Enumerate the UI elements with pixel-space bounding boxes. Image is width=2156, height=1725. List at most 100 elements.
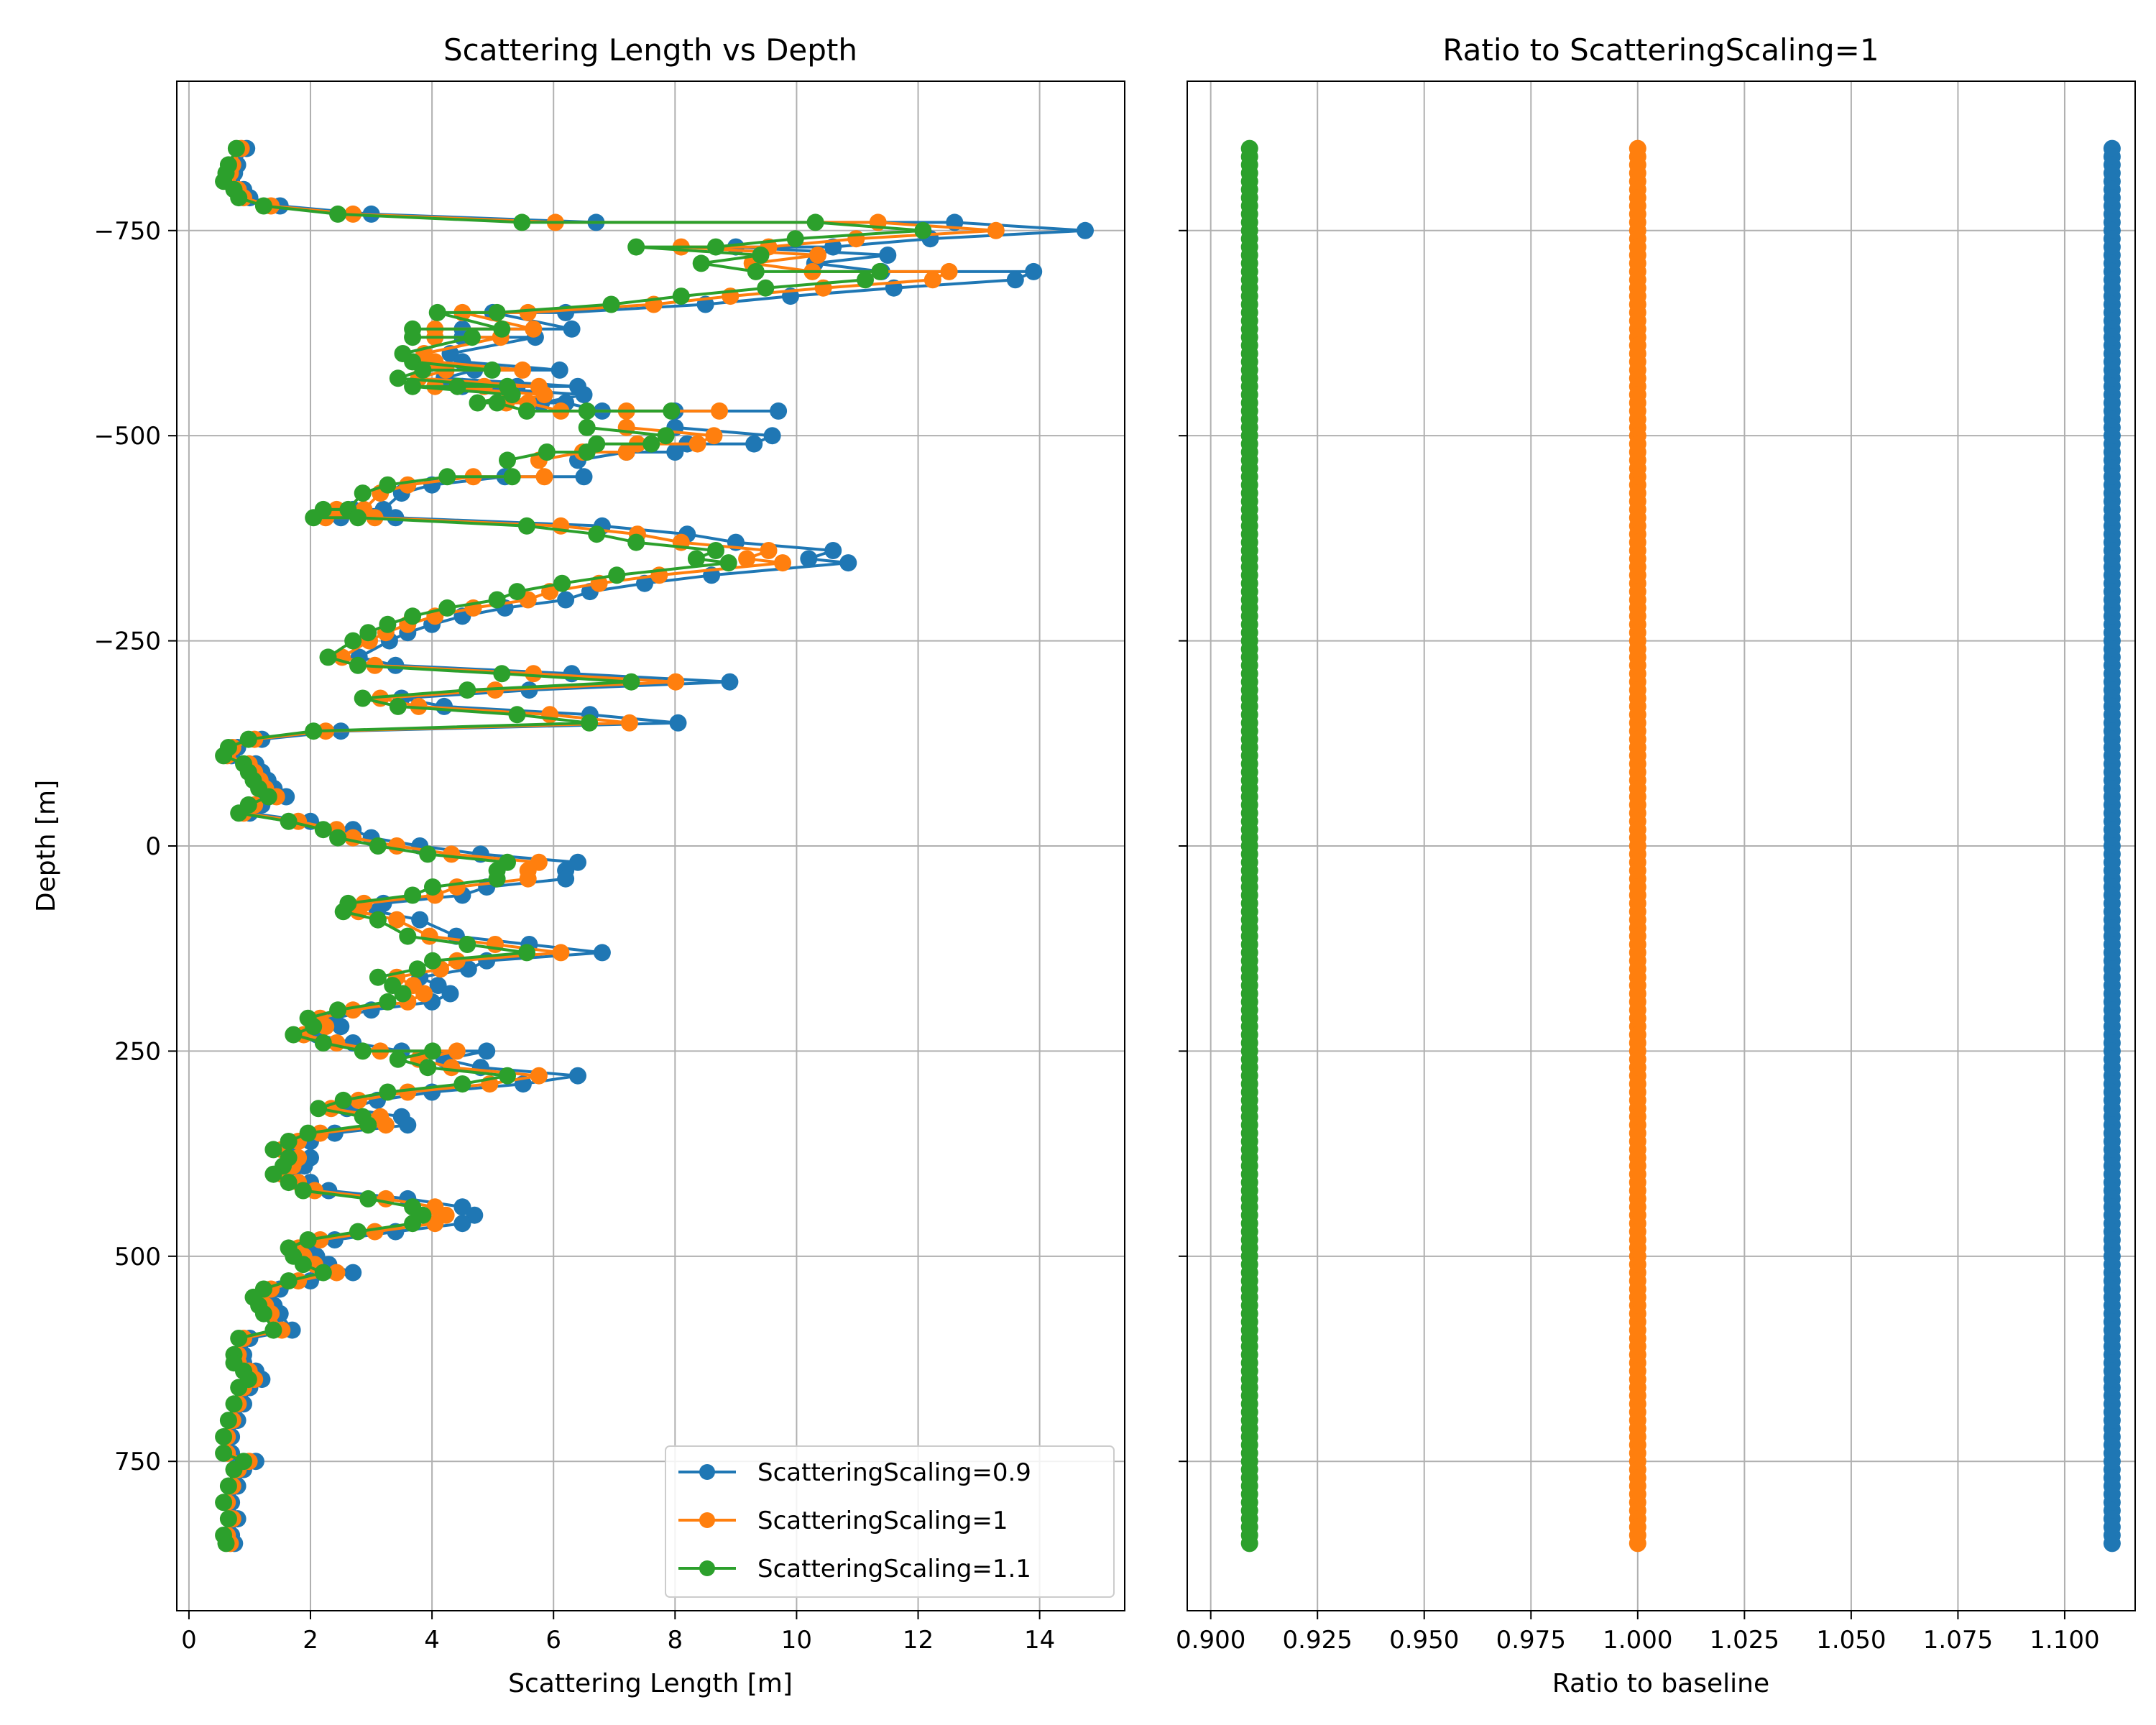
data-point <box>328 1264 346 1282</box>
data-point <box>389 697 407 715</box>
data-point <box>280 1174 298 1192</box>
data-point <box>264 1165 282 1183</box>
x-tick-label: 1.000 <box>1603 1626 1672 1655</box>
data-point <box>314 1034 332 1052</box>
legend-marker-swatch <box>699 1512 715 1528</box>
data-point <box>940 262 958 280</box>
data-point <box>369 911 387 929</box>
data-point <box>394 985 412 1003</box>
data-point <box>424 1042 441 1060</box>
data-point <box>593 944 611 962</box>
data-point <box>426 1215 444 1233</box>
data-point <box>448 377 466 395</box>
data-point <box>786 230 804 248</box>
data-point <box>745 435 763 453</box>
data-point <box>359 624 377 642</box>
data-point <box>518 517 535 535</box>
data-point <box>239 730 257 748</box>
data-point <box>388 911 406 929</box>
data-point <box>299 1231 317 1248</box>
data-point <box>847 230 865 248</box>
data-point <box>414 361 432 379</box>
data-point <box>608 566 626 584</box>
x-tick-label: 14 <box>1024 1626 1055 1655</box>
data-point <box>344 829 362 847</box>
data-point <box>438 468 456 486</box>
data-point <box>453 1198 471 1216</box>
data-point <box>305 509 323 527</box>
data-point <box>871 262 889 280</box>
series <box>1240 139 1258 1552</box>
data-point <box>453 1215 471 1233</box>
data-point <box>215 747 233 765</box>
x-tick-label: 1.100 <box>2030 1626 2099 1655</box>
data-point <box>424 952 441 970</box>
series <box>215 139 932 1552</box>
legend-entry: ScatteringScaling=0.9 <box>678 1458 1031 1487</box>
data-point <box>578 443 596 461</box>
data-point <box>513 213 531 231</box>
x-tick-label: 2 <box>303 1626 318 1655</box>
data-point <box>219 1412 237 1430</box>
data-point <box>578 402 596 420</box>
data-point <box>760 542 778 559</box>
data-point <box>493 320 511 338</box>
data-point <box>553 574 571 592</box>
data-point <box>264 1321 282 1339</box>
data-point <box>557 591 575 609</box>
data-point <box>443 845 461 863</box>
data-point <box>379 993 397 1011</box>
data-point <box>518 944 535 962</box>
data-point <box>225 1395 243 1413</box>
data-point <box>415 985 433 1003</box>
left-chart-title: Scattering Length vs Depth <box>443 32 857 68</box>
data-point <box>389 1050 407 1068</box>
data-point <box>349 1091 367 1109</box>
data-point <box>535 386 553 404</box>
data-point <box>280 1272 298 1290</box>
data-point <box>230 1379 248 1397</box>
data-point <box>299 1124 317 1142</box>
data-point <box>688 435 706 453</box>
series <box>2103 139 2121 1552</box>
data-point <box>294 1256 312 1274</box>
data-point <box>215 1444 233 1462</box>
data-point <box>508 706 526 724</box>
x-tick-label: 6 <box>545 1626 561 1655</box>
right-ticks: 0.900 0.925 0.950 0.975 1.000 1.025 1.050 1.075… <box>1176 229 2100 1655</box>
data-point <box>463 328 481 346</box>
data-point <box>763 427 781 445</box>
data-point <box>525 320 543 338</box>
data-point <box>488 394 506 412</box>
data-point <box>569 1067 586 1085</box>
legend-entry: ScatteringScaling=1 <box>678 1506 1008 1535</box>
data-point <box>453 1075 471 1093</box>
data-point <box>839 554 857 572</box>
data-point <box>575 468 593 486</box>
data-point <box>441 985 459 1003</box>
left-ticks: 0 2 4 6 8 10 12 14 −750 −500 −250 0 250 500 750 <box>94 217 1056 1655</box>
data-point <box>578 418 596 436</box>
x-tick-label: 8 <box>668 1626 683 1655</box>
legend-marker-swatch <box>699 1464 715 1480</box>
x-tick-label: 4 <box>424 1626 440 1655</box>
data-point <box>806 213 824 231</box>
data-point <box>563 320 581 338</box>
data-point <box>469 394 487 412</box>
data-point <box>627 238 645 256</box>
data-point <box>508 583 526 601</box>
data-point <box>707 238 724 256</box>
data-point <box>399 476 417 494</box>
data-point <box>428 303 446 321</box>
data-point <box>525 665 543 683</box>
data-point <box>519 870 537 888</box>
data-point <box>329 829 347 847</box>
data-point <box>314 821 332 839</box>
left-x-axis-label: Scattering Length [m] <box>508 1669 793 1698</box>
y-tick-label: −750 <box>94 217 161 246</box>
data-point <box>914 221 932 239</box>
data-point <box>334 903 352 921</box>
data-point <box>800 550 818 568</box>
data-point <box>1240 1535 1258 1552</box>
